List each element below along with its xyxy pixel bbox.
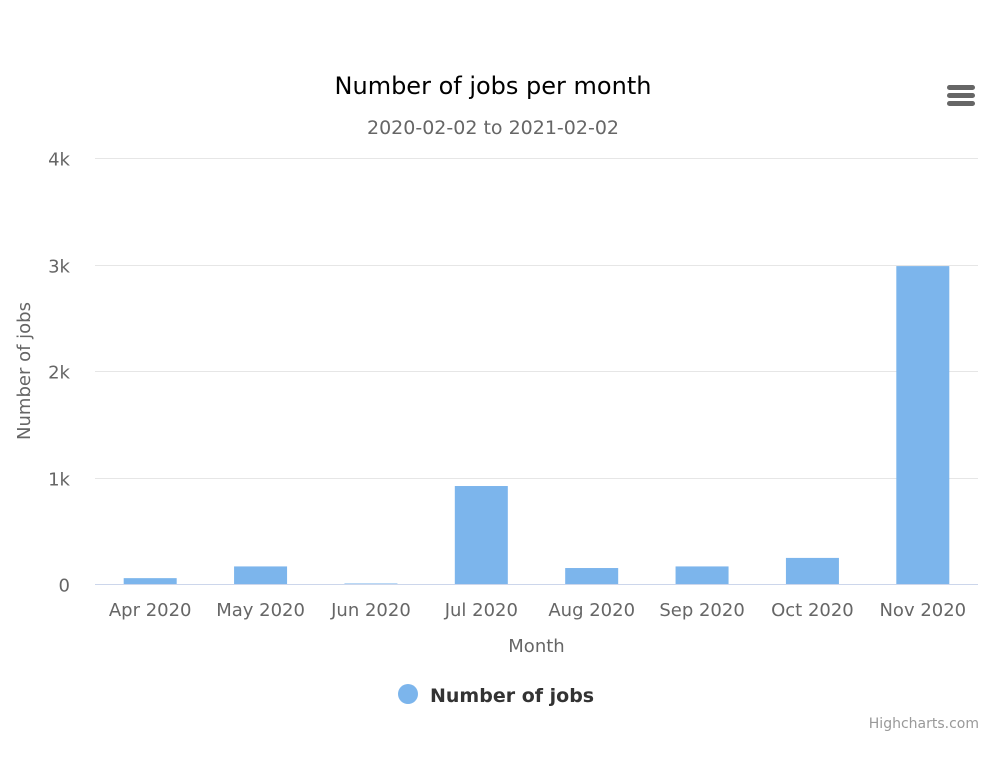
label-layer: 0 1k 2k 3k 4k Apr 2020 May 2020 Jun 2020 Jul 202… — [14, 150, 966, 708]
hamburger-menu-icon[interactable] — [936, 78, 986, 114]
x-tick-label: Oct 2020 — [771, 600, 854, 621]
bar-sep-2020 — [675, 566, 729, 584]
y-tick-label: 2k — [48, 363, 70, 384]
y-axis-title: Number of jobs — [14, 302, 35, 440]
menu-line — [947, 93, 975, 98]
x-axis-title: Month — [508, 636, 564, 657]
bar-apr-2020 — [123, 578, 177, 584]
bar-nov-2020 — [896, 266, 950, 584]
y-tick-label: 4k — [48, 150, 70, 171]
grid-layer — [95, 158, 978, 479]
bar-aug-2020 — [565, 568, 619, 584]
chart-subtitle: 2020-02-02 to 2021-02-02 — [367, 117, 619, 139]
bar-jun-2020 — [344, 583, 398, 584]
credits-link[interactable]: Highcharts.com — [868, 716, 979, 732]
y-tick-label: 0 — [59, 576, 70, 597]
x-tick-label: Sep 2020 — [659, 600, 744, 621]
y-tick-label: 1k — [48, 470, 70, 491]
bar-oct-2020 — [785, 557, 839, 584]
bar-layer — [123, 266, 950, 584]
x-tick-label: Jul 2020 — [444, 600, 518, 621]
chart-title: Number of jobs per month — [334, 72, 652, 100]
legend-label: Number of jobs — [430, 685, 594, 707]
legend[interactable]: Number of jobs — [398, 684, 594, 707]
menu-line — [947, 101, 975, 106]
legend-symbol-icon — [398, 684, 418, 704]
x-tick-label: Aug 2020 — [548, 600, 635, 621]
bar-may-2020 — [234, 566, 288, 584]
x-tick-label: Jun 2020 — [330, 600, 411, 621]
y-tick-label: 3k — [48, 257, 70, 278]
menu-line — [947, 85, 975, 90]
x-tick-label: May 2020 — [216, 600, 305, 621]
x-tick-label: Nov 2020 — [879, 600, 966, 621]
x-tick-label: Apr 2020 — [109, 600, 192, 621]
bar-jul-2020 — [454, 486, 508, 584]
